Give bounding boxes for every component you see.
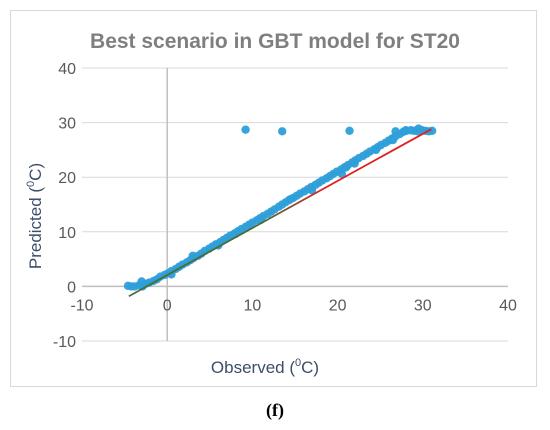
data-point [286, 194, 295, 204]
data-point [137, 277, 146, 286]
y-tick-label: 0 [67, 279, 76, 296]
panel-label: (f) [266, 400, 284, 420]
chart-title: Best scenario in GBT model for ST20 [90, 30, 460, 53]
data-point [388, 135, 398, 145]
y-axis-title: Predicted (0C) [25, 163, 45, 269]
data-point [401, 126, 410, 135]
chart-frame: Best scenario in GBT model for ST20 -10 0… [10, 10, 537, 387]
y-tick-label: 30 [58, 116, 76, 133]
data-point [241, 125, 250, 134]
data-point [345, 126, 354, 135]
x-axis-title: Observed (0C) [211, 357, 319, 377]
x-tick-label: -10 [70, 297, 93, 314]
data-point [350, 159, 359, 168]
y-tick-label: 20 [58, 170, 76, 187]
scatter-chart: Best scenario in GBT model for ST20 -100… [25, 30, 517, 377]
data-point [307, 186, 317, 195]
data-point [337, 169, 347, 179]
data-point [188, 251, 197, 261]
data-point [278, 127, 287, 136]
x-tick-label: 20 [329, 297, 347, 314]
x-tick-label: 40 [499, 297, 517, 314]
fit-line [128, 128, 432, 298]
x-tick-label: 10 [244, 297, 262, 314]
data-point [341, 163, 351, 172]
trend-line [128, 128, 432, 298]
data-point [414, 124, 423, 133]
y-tick-label: -10 [53, 334, 76, 351]
data-points [123, 124, 437, 291]
y-tick-label: 10 [58, 225, 76, 242]
x-tick-label: 30 [414, 297, 432, 314]
y-tick-label: 40 [58, 61, 76, 78]
gridlines [82, 67, 508, 342]
data-point [371, 145, 381, 155]
data-point [391, 127, 400, 136]
data-point [427, 126, 437, 135]
zero-axes [82, 68, 508, 341]
x-tick-label: 0 [163, 297, 172, 314]
